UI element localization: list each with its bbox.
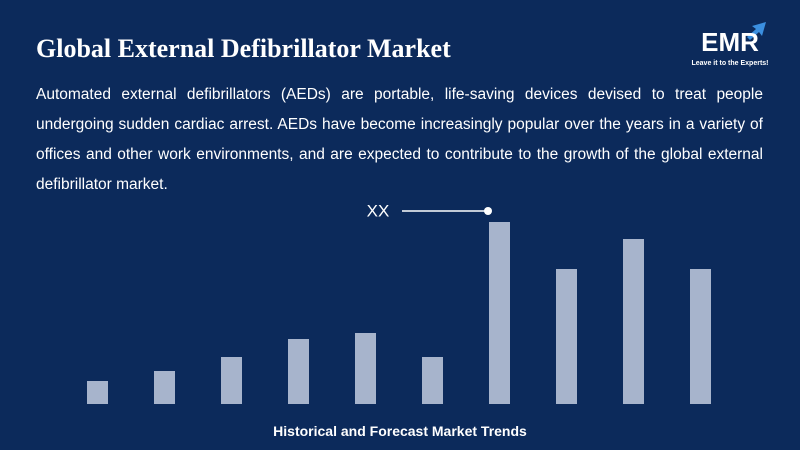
bar: [221, 357, 242, 404]
bar: [690, 269, 711, 404]
bar: [623, 239, 644, 404]
description: Automated external defibrillators (AEDs)…: [36, 86, 763, 193]
logo: EMR Leave it to the Experts!: [691, 22, 769, 67]
bar: [556, 269, 577, 404]
title: Global External Defibrillator Market: [36, 34, 451, 63]
bar: [489, 222, 510, 404]
logo-tagline: Leave it to the Experts!: [691, 60, 768, 67]
logo-arrow: [747, 22, 766, 40]
annotation-dot: [484, 207, 492, 215]
bar: [154, 371, 175, 404]
footer: Historical and Forecast Market Trends: [273, 423, 527, 439]
bar: [422, 357, 443, 404]
bar: [355, 333, 376, 404]
logo-name: EMR: [701, 27, 759, 57]
bar: [87, 381, 108, 404]
bar: [288, 339, 309, 404]
annotation: XX: [367, 201, 390, 220]
